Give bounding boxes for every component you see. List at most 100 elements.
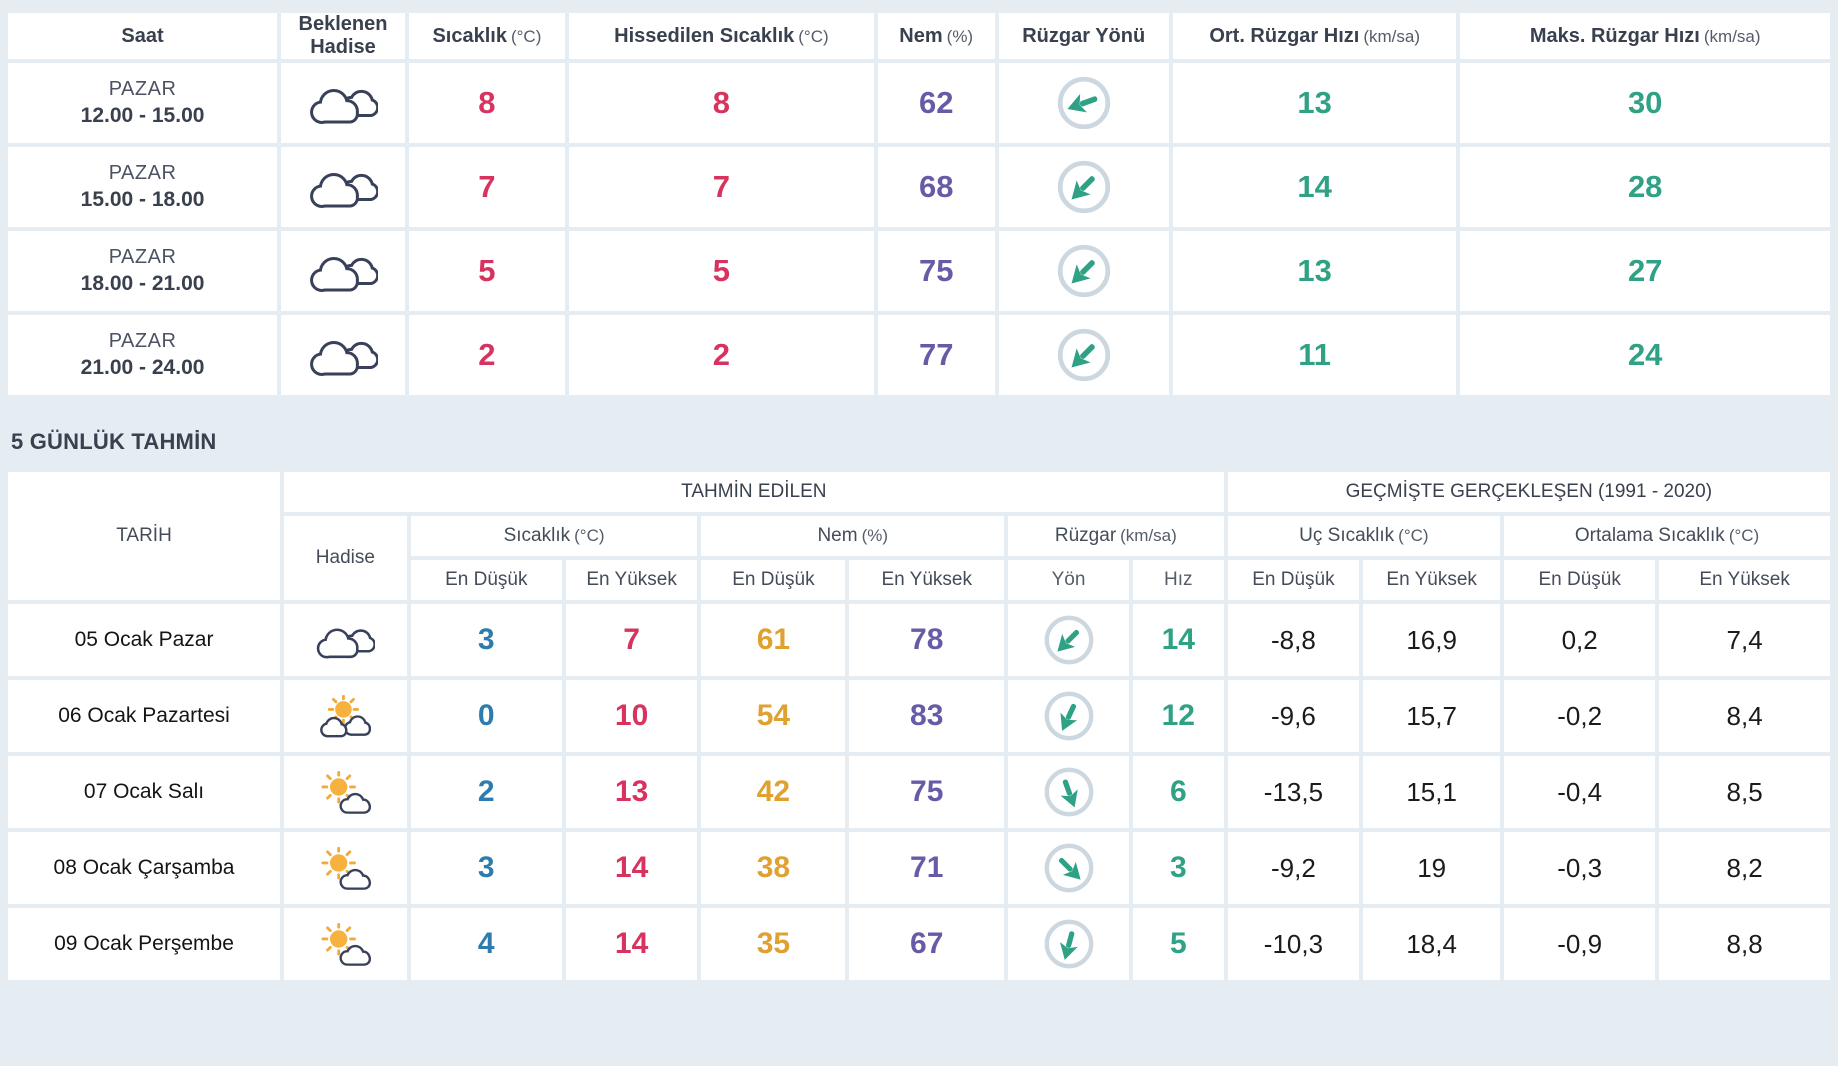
section-title: 5 GÜNLÜK TAHMİN — [11, 429, 217, 454]
hourly-row: PAZAR 15.00 - 18.00 7 7 68 14 28 — [8, 147, 1830, 227]
cloudy-icon — [308, 162, 378, 212]
avg-max-cell: 7,4 — [1659, 604, 1830, 676]
ext-min-cell: -9,2 — [1227, 832, 1360, 904]
header-maks-ruzgar-hizi: Maks. Rüzgar Hızı (km/sa) — [1460, 13, 1830, 59]
daily-group-header-row: TARİH TAHMİN EDİLEN GEÇMİŞTE GERÇEKLEŞEN… — [8, 472, 1830, 600]
day-label: PAZAR — [108, 246, 177, 268]
ext-min-cell: -10,3 — [1227, 908, 1360, 980]
header-hissedilen-sicaklik: Hissedilen Sıcaklık (°C) — [568, 13, 874, 59]
temperature-cell: 7 — [408, 147, 565, 227]
header-tarih: TARİH — [8, 472, 281, 600]
event-cell — [284, 908, 407, 980]
header-sicaklik: Sıcaklık (°C) — [408, 13, 565, 59]
daily-forecast-table: TARİH TAHMİN EDİLEN GEÇMİŞTE GERÇEKLEŞEN… — [4, 468, 1834, 984]
temp-min-cell: 2 — [410, 756, 562, 828]
wind-direction-icon — [1057, 244, 1110, 298]
hum-max-cell: 75 — [849, 756, 1005, 828]
temp-max-cell: 7 — [565, 604, 698, 676]
header-ort-ruzgar-hizi: Ort. Rüzgar Hızı (km/sa) — [1172, 13, 1457, 59]
wind-direction-cell — [1008, 756, 1129, 828]
avg-wind-speed-cell: 13 — [1172, 63, 1457, 143]
time-cell: PAZAR 21.00 - 24.00 — [8, 315, 278, 395]
time-range: 15.00 - 18.00 — [80, 188, 205, 211]
humidity-cell: 77 — [877, 315, 995, 395]
temp-max-cell: 14 — [565, 908, 698, 980]
wind-direction-icon — [1057, 76, 1110, 130]
daily-row: 05 Ocak Pazar 3 7 61 78 14 -8,8 16,9 0,2… — [8, 604, 1830, 676]
avg-min-cell: -0,2 — [1504, 680, 1656, 752]
subheader-hum-max: En Yüksek — [849, 560, 1005, 600]
ext-max-cell: 19 — [1363, 832, 1501, 904]
time-range: 12.00 - 15.00 — [80, 104, 205, 127]
day-label: PAZAR — [108, 78, 177, 100]
date-cell: 09 Ocak Perşembe — [8, 908, 281, 980]
daily-mid-header-row: Hadise Sıcaklık (°C) Nem (%) Rüzgar (km/sa)… — [8, 516, 1830, 600]
header-ortalama-sicaklik: Ortalama Sıcaklık (°C) — [1504, 516, 1830, 556]
avg-min-cell: -0,3 — [1504, 832, 1656, 904]
wind-direction-cell — [998, 147, 1169, 227]
daily-row: 09 Ocak Perşembe 4 14 35 67 5 -10,3 18,4… — [8, 908, 1830, 980]
avg-min-cell: -0,4 — [1504, 756, 1656, 828]
date-cell: 06 Ocak Pazartesi — [8, 680, 281, 752]
time-cell: PAZAR 15.00 - 18.00 — [8, 147, 278, 227]
daily-row: 08 Ocak Çarşamba 3 14 38 71 3 -9,2 19 -0… — [8, 832, 1830, 904]
daily-row: 06 Ocak Pazartesi 0 10 54 83 12 -9,6 15,… — [8, 680, 1830, 752]
wind-direction-icon — [1044, 615, 1093, 665]
header-nem: Nem (%) — [877, 13, 995, 59]
wind-direction-cell — [1008, 604, 1129, 676]
day-label: PAZAR — [108, 162, 177, 184]
time-cell: PAZAR 12.00 - 15.00 — [8, 63, 278, 143]
event-cell — [284, 832, 407, 904]
date-cell: 07 Ocak Salı — [8, 756, 281, 828]
hourly-forecast-table: Saat Beklenen Hadise Sıcaklık (°C) Hissed… — [4, 9, 1834, 399]
daily-sub-header-row: En Düşük En Yüksek En Düşük En Yüksek Yö… — [8, 560, 1830, 600]
header-saat: Saat — [8, 13, 278, 59]
max-wind-speed-cell: 24 — [1460, 315, 1830, 395]
day-label: PAZAR — [108, 330, 177, 352]
wind-direction-cell — [998, 315, 1169, 395]
weather-icon — [315, 771, 375, 814]
ext-max-cell: 15,1 — [1363, 756, 1501, 828]
avg-min-cell: 0,2 — [1504, 604, 1656, 676]
temp-max-cell: 13 — [565, 756, 698, 828]
wind-direction-cell — [998, 63, 1169, 143]
event-cell — [281, 315, 405, 395]
cloudy-icon — [308, 330, 378, 380]
date-cell: 05 Ocak Pazar — [8, 604, 281, 676]
subheader-temp-max: En Yüksek — [565, 560, 698, 600]
avg-max-cell: 8,5 — [1659, 756, 1830, 828]
hum-min-cell: 35 — [701, 908, 846, 980]
cloudy-icon — [308, 78, 378, 128]
temp-min-cell: 4 — [410, 908, 562, 980]
temperature-cell: 5 — [408, 231, 565, 311]
hum-min-cell: 42 — [701, 756, 846, 828]
header-beklenen-hadise: Beklenen Hadise — [281, 13, 405, 59]
hourly-header-row: Saat Beklenen Hadise Sıcaklık (°C) Hissed… — [8, 13, 1830, 59]
ext-max-cell: 15,7 — [1363, 680, 1501, 752]
wind-direction-icon — [1044, 767, 1093, 817]
subheader-wind-speed: Hız — [1132, 560, 1224, 600]
event-cell — [284, 604, 407, 676]
subheader-avg-min: En Düşük — [1504, 560, 1656, 600]
humidity-cell: 75 — [877, 231, 995, 311]
weather-icon — [315, 695, 375, 738]
event-cell — [281, 63, 405, 143]
wind-direction-icon — [1044, 691, 1093, 741]
wind-speed-cell: 6 — [1132, 756, 1224, 828]
feels-like-cell: 8 — [568, 63, 874, 143]
event-cell — [284, 756, 407, 828]
hum-max-cell: 83 — [849, 680, 1005, 752]
max-wind-speed-cell: 28 — [1460, 147, 1830, 227]
max-wind-speed-cell: 30 — [1460, 63, 1830, 143]
wind-direction-icon — [1057, 160, 1110, 214]
weather-forecast-page: Saat Beklenen Hadise Sıcaklık (°C) Hissed… — [4, 9, 1834, 984]
temperature-cell: 8 — [408, 63, 565, 143]
hourly-row: PAZAR 18.00 - 21.00 5 5 75 13 27 — [8, 231, 1830, 311]
temp-min-cell: 0 — [410, 680, 562, 752]
humidity-cell: 62 — [877, 63, 995, 143]
time-cell: PAZAR 18.00 - 21.00 — [8, 231, 278, 311]
wind-speed-cell: 14 — [1132, 604, 1224, 676]
wind-direction-icon — [1044, 843, 1093, 893]
header-uc-sicaklik: Uç Sıcaklık (°C) — [1227, 516, 1501, 556]
weather-icon — [315, 847, 375, 890]
